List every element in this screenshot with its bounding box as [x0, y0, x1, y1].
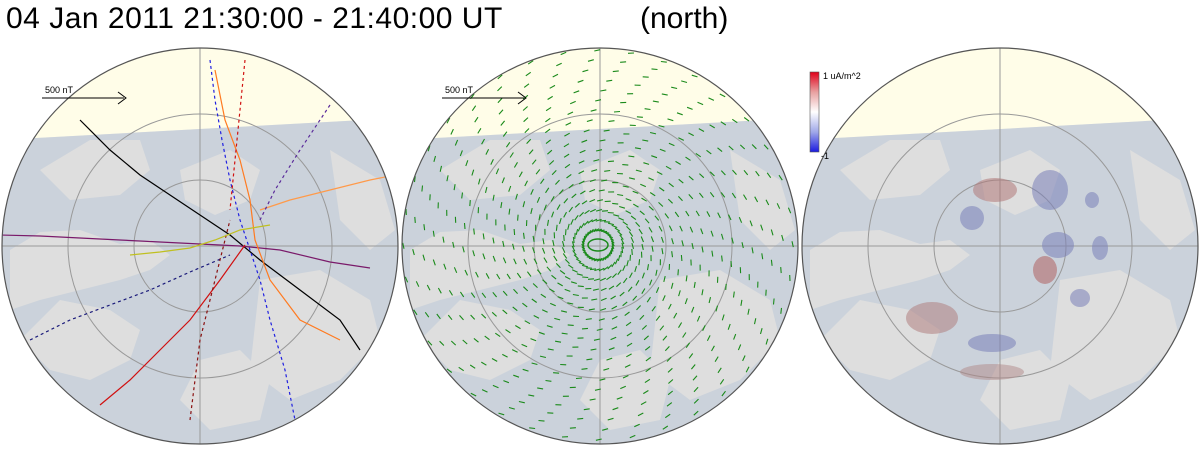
- current-blob: [960, 364, 1024, 380]
- observed-vector-map: 500 nT: [1, 47, 399, 445]
- current-blob: [1092, 236, 1108, 260]
- land-russia: [250, 270, 380, 400]
- land-canada: [10, 230, 170, 310]
- current-blob: [1070, 289, 1090, 307]
- land-asia: [180, 350, 270, 430]
- current-blob: [1033, 256, 1057, 284]
- current-blobs: [906, 170, 1108, 380]
- plot-header: 04 Jan 2011 21:30:00 - 21:40:00 UT (nort…: [0, 0, 1200, 44]
- colorbar: 1 uA/m^2 -1: [809, 71, 861, 161]
- time-range-title: 04 Jan 2011 21:30:00 - 21:40:00 UT: [6, 2, 503, 35]
- current-blob: [1032, 170, 1068, 210]
- land-europe: [40, 140, 150, 200]
- colorbar-scale: [809, 71, 820, 153]
- land-america: [20, 300, 140, 380]
- hemisphere-label: (north): [640, 2, 729, 35]
- fitted-vectors: [402, 49, 794, 441]
- current-blob: [906, 302, 958, 334]
- current-density-map: [801, 47, 1199, 445]
- current-blob: [973, 178, 1017, 202]
- current-blob: [968, 334, 1016, 352]
- scale-label-1: 500 nT: [45, 85, 74, 95]
- colorbar-bottom-label: -1: [821, 151, 829, 161]
- fitted-vector-map: 500 nT: [401, 47, 799, 445]
- current-blob: [960, 206, 984, 230]
- colorbar-top-label: 1 uA/m^2: [823, 71, 861, 81]
- current-blob: [1085, 192, 1099, 208]
- scale-label-2: 500 nT: [445, 85, 474, 95]
- land-scandinavia: [330, 150, 395, 250]
- fitted-vector-field: [402, 49, 794, 441]
- current-blob: [1042, 232, 1074, 258]
